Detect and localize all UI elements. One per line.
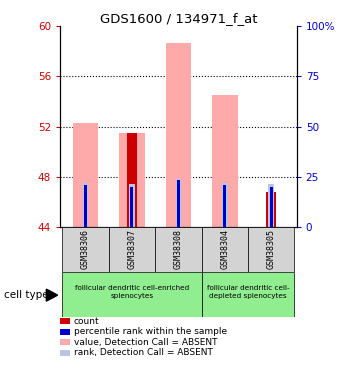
Bar	[222, 183, 227, 227]
Bar	[166, 42, 191, 227]
Bar	[266, 192, 276, 227]
FancyBboxPatch shape	[155, 227, 202, 272]
Text: cell type: cell type	[4, 290, 49, 300]
FancyBboxPatch shape	[109, 227, 155, 272]
Text: GSM38304: GSM38304	[220, 230, 229, 269]
Text: GSM38308: GSM38308	[174, 230, 183, 269]
Bar	[84, 186, 87, 227]
FancyBboxPatch shape	[202, 272, 294, 317]
Text: follicular dendritic cell-
depleted splenocytes: follicular dendritic cell- depleted sple…	[206, 285, 289, 299]
Text: follicular dendritic cell-enriched
splenocytes: follicular dendritic cell-enriched splen…	[75, 285, 189, 299]
Title: GDS1600 / 134971_f_at: GDS1600 / 134971_f_at	[99, 12, 257, 25]
Bar	[270, 187, 273, 227]
Bar	[176, 179, 181, 227]
Text: count: count	[74, 316, 99, 326]
Text: rank, Detection Call = ABSENT: rank, Detection Call = ABSENT	[74, 348, 213, 357]
FancyBboxPatch shape	[248, 227, 294, 272]
Bar	[177, 180, 180, 227]
Bar	[130, 187, 133, 227]
Text: percentile rank within the sample: percentile rank within the sample	[74, 327, 227, 336]
Bar	[73, 123, 98, 227]
Text: GSM38305: GSM38305	[267, 230, 276, 269]
FancyBboxPatch shape	[62, 272, 202, 317]
Bar	[212, 95, 237, 227]
Bar	[223, 186, 226, 227]
Bar	[83, 183, 88, 227]
Bar	[268, 184, 274, 227]
Bar	[129, 184, 135, 227]
Text: value, Detection Call = ABSENT: value, Detection Call = ABSENT	[74, 338, 217, 346]
FancyBboxPatch shape	[202, 227, 248, 272]
Bar	[119, 133, 145, 227]
Bar	[127, 133, 137, 227]
Text: GSM38307: GSM38307	[128, 230, 137, 269]
Polygon shape	[46, 289, 58, 301]
Text: GSM38306: GSM38306	[81, 230, 90, 269]
FancyBboxPatch shape	[62, 227, 109, 272]
